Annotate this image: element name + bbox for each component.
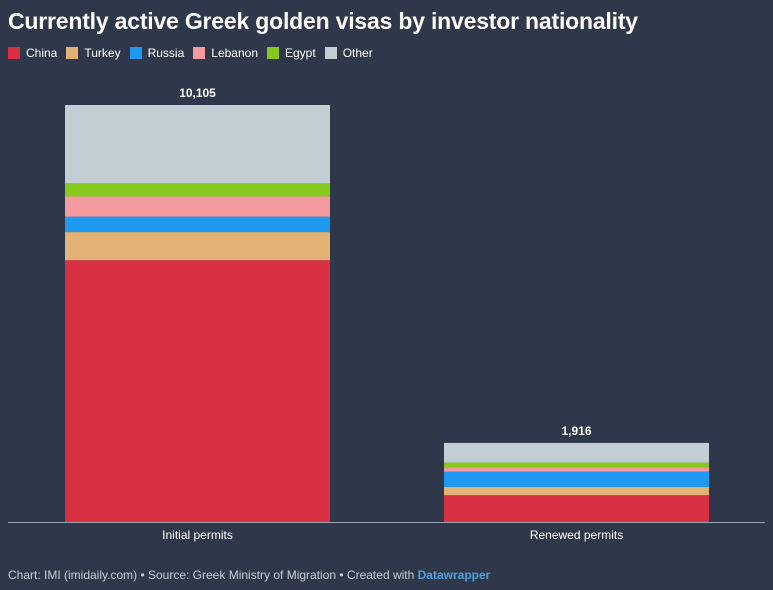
bar-segment-lebanon-renewed[interactable] [444, 467, 709, 472]
legend-swatch [8, 47, 20, 59]
legend-item-lebanon: Lebanon [193, 46, 258, 60]
x-tick-label: Renewed permits [530, 528, 623, 542]
legend-swatch [324, 47, 337, 59]
footer-text: Chart: IMI (imidaily.com) • Source: Gree… [8, 568, 418, 582]
bar-segment-egypt-initial[interactable] [65, 183, 330, 197]
legend-swatch [66, 47, 79, 59]
legend-swatch [129, 47, 142, 59]
total-label: 10,105 [179, 86, 216, 100]
chart-title: Currently active Greek golden visas by i… [8, 8, 638, 34]
legend-swatch [267, 47, 279, 59]
bar-segment-china-initial[interactable] [65, 260, 330, 522]
legend-label: Egypt [285, 46, 316, 60]
legend-item-egypt: Egypt [267, 46, 316, 60]
legend-label: China [26, 46, 58, 60]
total-label: 1,916 [561, 424, 591, 438]
legend-item-turkey: Turkey [66, 46, 121, 60]
legend-swatch [193, 47, 206, 59]
datawrapper-link[interactable]: Datawrapper [417, 568, 491, 582]
bar-segment-lebanon-initial[interactable] [65, 196, 330, 217]
bar-segment-other-renewed[interactable] [444, 442, 709, 463]
legend-label: Lebanon [211, 46, 258, 60]
legend-item-russia: Russia [129, 46, 185, 60]
bar-segment-other-initial[interactable] [65, 105, 330, 184]
legend-item-other: Other [324, 46, 373, 60]
bar-segment-china-renewed[interactable] [444, 495, 709, 522]
x-tick-label: Initial permits [162, 528, 233, 542]
footer: Chart: IMI (imidaily.com) • Source: Gree… [8, 568, 490, 582]
bar-segment-russia-initial[interactable] [65, 216, 330, 233]
legend-label: Russia [147, 46, 185, 60]
legend-label: Turkey [84, 46, 121, 60]
legend-label: Other [342, 46, 373, 60]
bar-segment-turkey-renewed[interactable] [444, 486, 709, 496]
legend-item-china: China [8, 46, 57, 60]
bar-segment-egypt-renewed[interactable] [444, 462, 709, 468]
legend: China Turkey Russia Lebanon Egypt Other [8, 46, 382, 60]
bar-segment-turkey-initial[interactable] [65, 232, 330, 261]
bar-segment-russia-renewed[interactable] [444, 471, 709, 487]
